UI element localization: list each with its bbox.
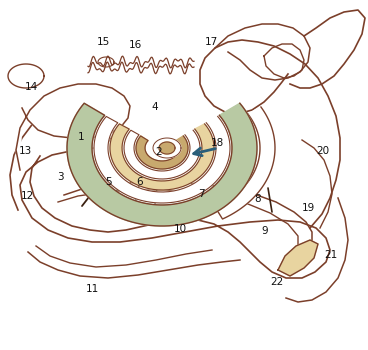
- Text: 4: 4: [151, 102, 158, 112]
- Text: 8: 8: [254, 195, 261, 204]
- Text: 10: 10: [174, 224, 187, 234]
- Text: 16: 16: [129, 41, 142, 50]
- Text: 20: 20: [316, 146, 330, 155]
- Polygon shape: [67, 103, 257, 226]
- Text: 2: 2: [155, 147, 162, 157]
- Text: 18: 18: [210, 139, 224, 148]
- Polygon shape: [110, 124, 214, 190]
- Text: 22: 22: [270, 277, 283, 287]
- Text: 3: 3: [57, 172, 64, 182]
- Polygon shape: [159, 142, 175, 154]
- Text: 14: 14: [25, 83, 38, 92]
- Polygon shape: [136, 136, 188, 169]
- Text: 6: 6: [136, 177, 142, 187]
- Text: 13: 13: [18, 146, 32, 155]
- Text: 12: 12: [21, 191, 34, 201]
- Text: 17: 17: [205, 37, 218, 47]
- Polygon shape: [10, 98, 330, 278]
- Polygon shape: [98, 57, 114, 67]
- Text: 5: 5: [105, 177, 112, 187]
- Text: 11: 11: [85, 284, 99, 294]
- Polygon shape: [94, 117, 230, 203]
- Polygon shape: [8, 64, 44, 88]
- Polygon shape: [153, 138, 181, 158]
- Polygon shape: [215, 107, 275, 219]
- Text: 19: 19: [302, 203, 315, 213]
- Text: 15: 15: [97, 37, 110, 47]
- Text: 1: 1: [78, 132, 84, 141]
- Text: 21: 21: [325, 251, 338, 260]
- Polygon shape: [278, 240, 318, 276]
- Text: 9: 9: [262, 226, 268, 236]
- Polygon shape: [124, 130, 200, 179]
- Text: 7: 7: [198, 189, 205, 199]
- Polygon shape: [16, 84, 130, 170]
